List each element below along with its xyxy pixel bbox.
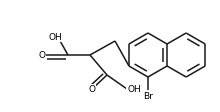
Text: O: O bbox=[88, 85, 95, 94]
Text: OH: OH bbox=[48, 33, 62, 42]
Text: OH: OH bbox=[127, 85, 141, 94]
Text: O: O bbox=[38, 51, 45, 60]
Text: Br: Br bbox=[143, 91, 153, 100]
